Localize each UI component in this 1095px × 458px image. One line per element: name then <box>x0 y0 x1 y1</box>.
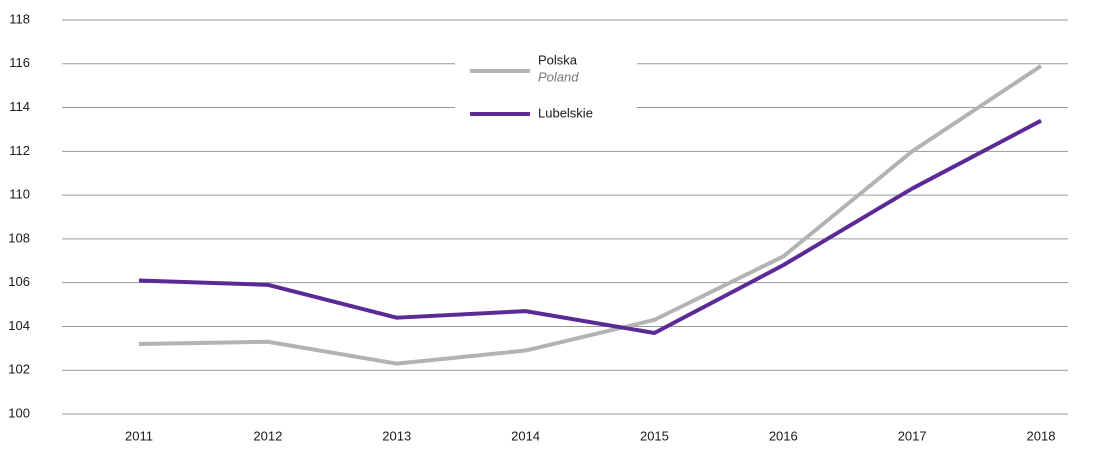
x-tick-label: 2015 <box>640 428 669 443</box>
legend-label-alt: Poland <box>538 69 579 84</box>
y-tick-label: 108 <box>8 230 30 245</box>
series-line <box>138 118 1042 336</box>
legend-background <box>455 38 637 138</box>
legend-label: Polska <box>538 52 578 67</box>
x-tick-label: 2017 <box>898 428 927 443</box>
x-tick-label: 2018 <box>1027 428 1056 443</box>
x-tick-label: 2011 <box>125 428 153 443</box>
x-tick-label: 2016 <box>769 428 798 443</box>
y-tick-label: 118 <box>9 11 30 26</box>
x-tick-label: 2013 <box>382 428 411 443</box>
x-tick-label: 2014 <box>511 428 540 443</box>
y-tick-label: 102 <box>8 362 30 377</box>
y-tick-label: 110 <box>9 187 30 202</box>
series-line <box>138 64 1043 366</box>
legend-label: Lubelskie <box>538 105 593 120</box>
x-tick-label: 2012 <box>253 428 282 443</box>
y-tick-label: 116 <box>9 55 30 70</box>
y-tick-label: 112 <box>9 143 30 158</box>
y-tick-label: 106 <box>8 274 30 289</box>
y-tick-label: 104 <box>8 318 30 333</box>
y-tick-label: 100 <box>8 405 30 420</box>
y-tick-label: 114 <box>9 99 30 114</box>
